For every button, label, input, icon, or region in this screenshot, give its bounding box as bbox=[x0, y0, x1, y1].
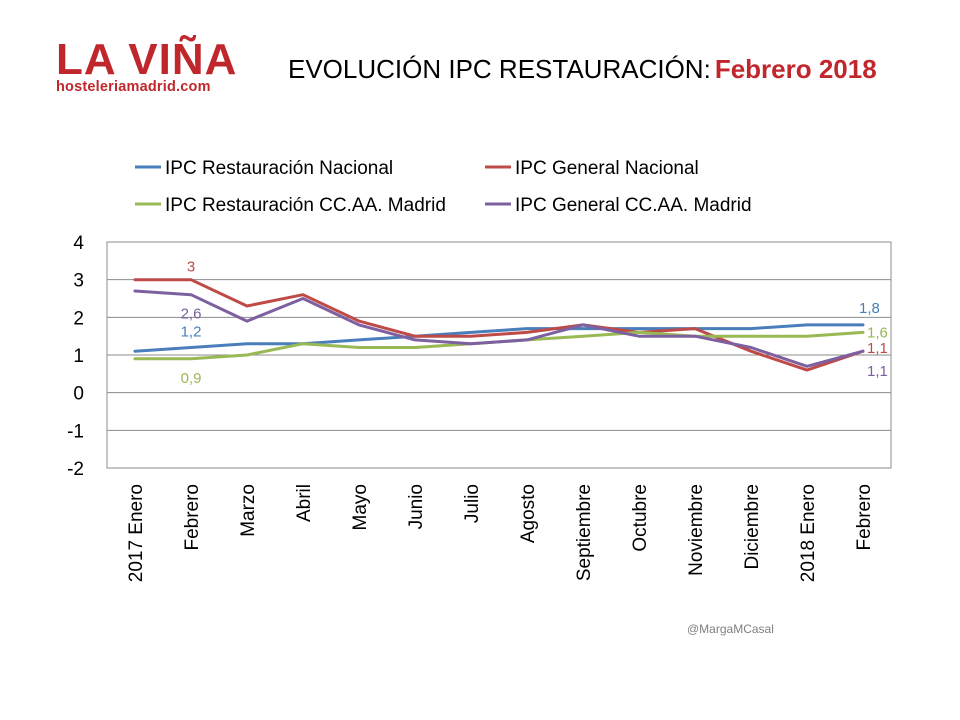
x-tick-label: Junio bbox=[406, 484, 427, 529]
legend-label: IPC General Nacional bbox=[515, 158, 699, 179]
x-tick-label: Octubre bbox=[630, 484, 651, 552]
series-line bbox=[133, 323, 865, 353]
series-line bbox=[133, 278, 865, 372]
x-tick-label: Noviembre bbox=[686, 484, 707, 576]
data-label: 2,6 bbox=[181, 306, 202, 323]
logo-website: hosteleriamadrid.com bbox=[56, 79, 211, 95]
chart-title-main: EVOLUCIÓN IPC RESTAURACIÓN: bbox=[288, 54, 711, 84]
y-tick-label: 1 bbox=[73, 346, 84, 367]
x-tick-label: 2017 Enero bbox=[126, 484, 147, 582]
logo-name: LA VIÑA bbox=[56, 35, 238, 84]
legend-label: IPC Restauración CC.AA. Madrid bbox=[165, 195, 446, 216]
legend-label: IPC Restauración Nacional bbox=[165, 158, 393, 179]
x-tick-label: Mayo bbox=[350, 484, 371, 530]
chart-title: EVOLUCIÓN IPC RESTAURACIÓN: Febrero 2018 bbox=[288, 54, 877, 85]
x-tick-label: 2018 Enero bbox=[798, 484, 819, 582]
x-tick-label: Julio bbox=[462, 484, 483, 523]
y-tick-label: 3 bbox=[73, 271, 84, 292]
y-tick-label: 0 bbox=[73, 384, 84, 405]
plot-area-border bbox=[106, 241, 892, 469]
data-label: 0,9 bbox=[181, 370, 202, 387]
x-tick-label: Septiembre bbox=[574, 484, 595, 581]
y-tick-label: 2 bbox=[73, 308, 84, 329]
legend-label: IPC General CC.AA. Madrid bbox=[515, 195, 752, 216]
data-label: 1,1 bbox=[867, 363, 888, 380]
data-label: 1,1 bbox=[867, 340, 888, 357]
x-tick-label: Diciembre bbox=[742, 484, 763, 570]
chart-title-highlight: Febrero 2018 bbox=[714, 54, 877, 84]
y-tick-label: 4 bbox=[73, 233, 84, 254]
data-label: 1,8 bbox=[859, 300, 880, 317]
data-label: 1,6 bbox=[867, 324, 888, 341]
author-credit: @MargaMCasal bbox=[687, 622, 774, 636]
y-tick-label: -1 bbox=[67, 421, 84, 442]
x-tick-label: Febrero bbox=[854, 484, 875, 551]
brand-logo: LA VIÑA hosteleriamadrid.com bbox=[56, 35, 238, 96]
data-label: 3 bbox=[187, 259, 195, 276]
data-label: 1,2 bbox=[181, 323, 202, 340]
series-line bbox=[133, 289, 865, 368]
x-tick-label: Abril bbox=[294, 484, 315, 522]
y-tick-label: -2 bbox=[67, 459, 84, 480]
x-tick-label: Febrero bbox=[182, 484, 203, 551]
x-tick-label: Agosto bbox=[518, 484, 539, 543]
x-tick-label: Marzo bbox=[238, 484, 259, 537]
